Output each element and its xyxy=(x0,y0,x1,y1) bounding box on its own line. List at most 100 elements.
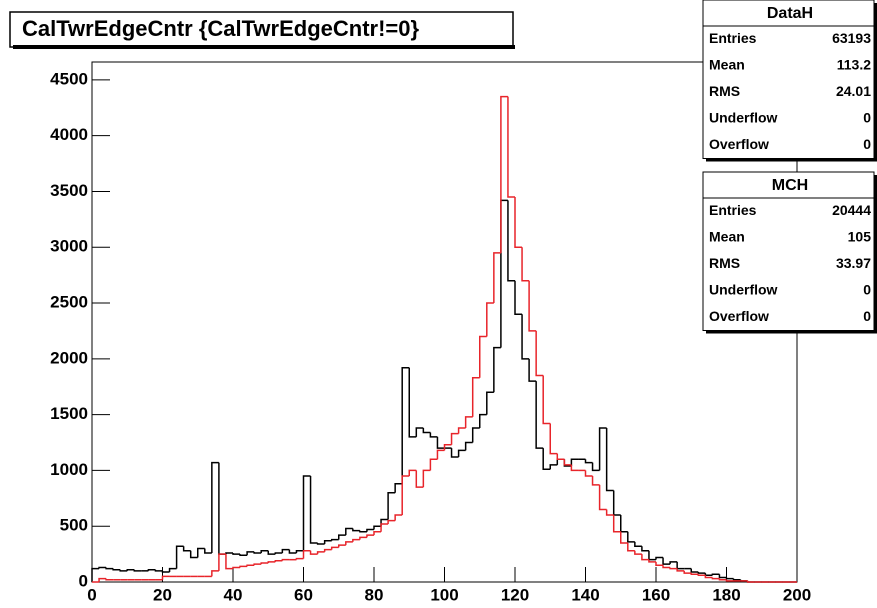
histogram-bin xyxy=(528,358,537,382)
stats-value: 0 xyxy=(863,109,871,125)
histogram-bin xyxy=(373,525,382,530)
histogram-bin xyxy=(549,464,558,470)
histogram-bin xyxy=(401,367,410,484)
plot-frame xyxy=(91,61,798,583)
histogram-bin xyxy=(105,578,114,581)
histogram-bin xyxy=(570,464,579,472)
stats-value: 33.97 xyxy=(836,255,871,271)
histogram-bin xyxy=(366,534,374,538)
histogram-bin xyxy=(204,548,212,554)
histogram-bin xyxy=(591,462,600,472)
histogram-bin xyxy=(436,449,445,460)
histogram-bin xyxy=(521,247,530,282)
histogram-bin xyxy=(725,577,734,580)
histogram-bin xyxy=(401,475,410,516)
histogram-bin xyxy=(323,539,332,545)
stats-value: 105 xyxy=(848,228,872,244)
histogram-bin xyxy=(542,448,551,471)
histogram-bin xyxy=(690,568,699,573)
histogram-bin xyxy=(189,550,198,559)
y-tick-label: 500 xyxy=(60,516,88,535)
histogram-bin xyxy=(161,570,170,573)
y-tick-label: 2500 xyxy=(50,293,88,312)
histogram-bin xyxy=(514,197,523,248)
histogram-bin xyxy=(627,531,635,543)
histogram-bin xyxy=(253,551,262,554)
histogram-bin xyxy=(330,538,339,541)
histogram-bin xyxy=(126,568,135,571)
stats-value: 0 xyxy=(863,281,871,297)
histogram-bin xyxy=(634,550,642,555)
histogram-bin xyxy=(232,552,241,555)
x-tick-label: 200 xyxy=(783,585,811,604)
stats-label: Mean xyxy=(709,56,745,72)
histogram-bin xyxy=(655,561,664,567)
chart-title: CalTwrEdgeCntr {CalTwrEdgeCntr!=0} xyxy=(22,16,420,41)
histogram-bin xyxy=(556,453,565,461)
stats-value: 113.2 xyxy=(837,56,871,72)
histogram-bin xyxy=(591,475,600,486)
histogram-bin xyxy=(471,377,480,417)
y-tick-label: 1500 xyxy=(50,404,88,423)
histogram-bin xyxy=(274,552,283,555)
histogram-bin xyxy=(507,200,515,282)
stats-label: Mean xyxy=(709,228,745,244)
histogram-bin xyxy=(105,567,114,570)
histogram-bin xyxy=(732,578,741,581)
histogram-bin xyxy=(535,330,544,377)
histogram-bin xyxy=(493,346,501,393)
y-tick-label: 1000 xyxy=(50,460,88,479)
y-tick-label: 0 xyxy=(79,571,88,590)
histogram-bin xyxy=(634,541,642,548)
histogram-bin xyxy=(387,519,396,524)
histogram-bin xyxy=(338,544,346,548)
stats-value: 24.01 xyxy=(836,83,871,99)
histogram-bin xyxy=(133,569,142,572)
x-tick-label: 140 xyxy=(571,585,599,604)
histogram-bin xyxy=(676,568,685,572)
histogram-bin xyxy=(690,573,699,575)
histogram-bin xyxy=(281,548,290,553)
stats-box xyxy=(702,0,875,159)
histogram-bin xyxy=(218,553,226,571)
x-tick-label: 100 xyxy=(430,585,458,604)
histogram-bin xyxy=(394,483,403,493)
x-tick-label: 160 xyxy=(642,585,670,604)
histogram-bin xyxy=(352,538,360,542)
histogram-bin xyxy=(669,561,678,565)
histogram-bin xyxy=(295,550,304,553)
stats-title: MCH xyxy=(772,177,808,194)
histogram-bin xyxy=(697,571,706,574)
histogram-bin xyxy=(182,546,191,552)
histogram-bin xyxy=(422,428,431,434)
histogram-bin xyxy=(514,280,523,315)
histogram-bin xyxy=(415,427,424,437)
histogram-bin xyxy=(197,547,205,558)
histogram-bin xyxy=(161,575,170,580)
title-box xyxy=(9,11,514,48)
x-tick-label: 120 xyxy=(501,585,529,604)
stats-label: RMS xyxy=(709,83,740,99)
histogram-bin xyxy=(246,551,255,556)
histogram-bin xyxy=(302,550,311,559)
histogram-bin xyxy=(718,574,727,579)
histogram-bin xyxy=(605,428,614,492)
histogram-bin xyxy=(718,578,727,581)
x-tick-label: 20 xyxy=(153,585,172,604)
histogram-bin xyxy=(288,549,297,554)
histogram-bin xyxy=(295,557,304,560)
histogram-bin xyxy=(493,252,501,304)
histogram-bin xyxy=(570,458,579,466)
histogram-bin xyxy=(598,484,607,511)
stats-label: RMS xyxy=(709,255,740,271)
histogram-bin xyxy=(422,469,431,488)
stats-value: 20444 xyxy=(832,202,871,218)
histogram-bin xyxy=(309,475,318,544)
histogram-bin xyxy=(98,577,107,582)
histogram-bin xyxy=(471,427,480,443)
histogram-bin xyxy=(175,545,184,569)
histogram-bin xyxy=(408,469,417,476)
histogram-bin xyxy=(330,546,339,550)
histogram-bin xyxy=(662,557,671,565)
histogram-bin xyxy=(648,559,656,563)
